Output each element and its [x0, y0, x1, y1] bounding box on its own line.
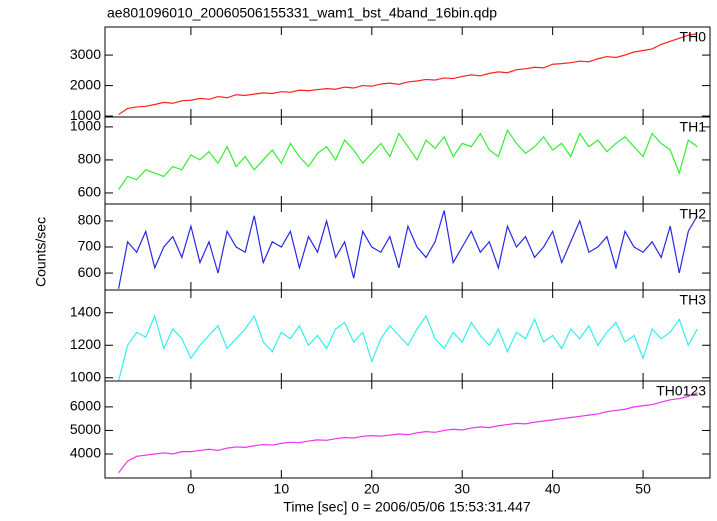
- x-tick-label: 0: [187, 481, 195, 497]
- x-axis-label: Time [sec] 0 = 2006/05/06 15:53:31.447: [283, 499, 531, 515]
- panel-frame: [104, 26, 711, 118]
- x-tick-label: 40: [545, 481, 561, 497]
- panel-frame: [104, 116, 711, 205]
- y-tick-label: 4000: [70, 445, 101, 461]
- y-tick-label: 5000: [70, 421, 101, 437]
- panel-frame: [104, 380, 711, 479]
- panel-label: TH0123: [656, 383, 706, 399]
- panel-label: TH3: [680, 292, 707, 308]
- y-tick-label: 1000: [70, 368, 101, 384]
- data-line: [117, 210, 698, 289]
- panel-frame: [104, 289, 711, 382]
- y-tick-label: 600: [78, 184, 102, 200]
- y-tick-label: 600: [78, 264, 102, 280]
- x-tick-label: 50: [635, 481, 651, 497]
- y-tick-label: 6000: [70, 398, 101, 414]
- y-tick-label: 1000: [70, 118, 101, 134]
- panel-label: TH2: [680, 206, 707, 222]
- y-tick-label: 1200: [70, 336, 101, 352]
- data-line: [117, 314, 698, 382]
- y-tick-label: 3000: [70, 46, 101, 62]
- y-axis-label: Counts/sec: [33, 217, 49, 287]
- x-tick-label: 20: [364, 481, 380, 497]
- y-tick-label: 1400: [70, 303, 101, 319]
- y-tick-label: 800: [78, 151, 102, 167]
- panel-label: TH0: [680, 29, 707, 45]
- y-tick-label: 700: [78, 238, 102, 254]
- x-tick-label: 10: [274, 481, 290, 497]
- y-tick-label: 800: [78, 212, 102, 228]
- data-line: [118, 128, 698, 190]
- y-tick-label: 1000: [70, 107, 101, 123]
- panel-label: TH1: [680, 119, 707, 135]
- data-line: [118, 33, 698, 116]
- chart-title: ae801096010_20060506155331_wam1_bst_4ban…: [107, 5, 497, 21]
- x-tick-label: 30: [454, 481, 470, 497]
- data-line: [118, 392, 698, 474]
- y-tick-label: 2000: [70, 76, 101, 92]
